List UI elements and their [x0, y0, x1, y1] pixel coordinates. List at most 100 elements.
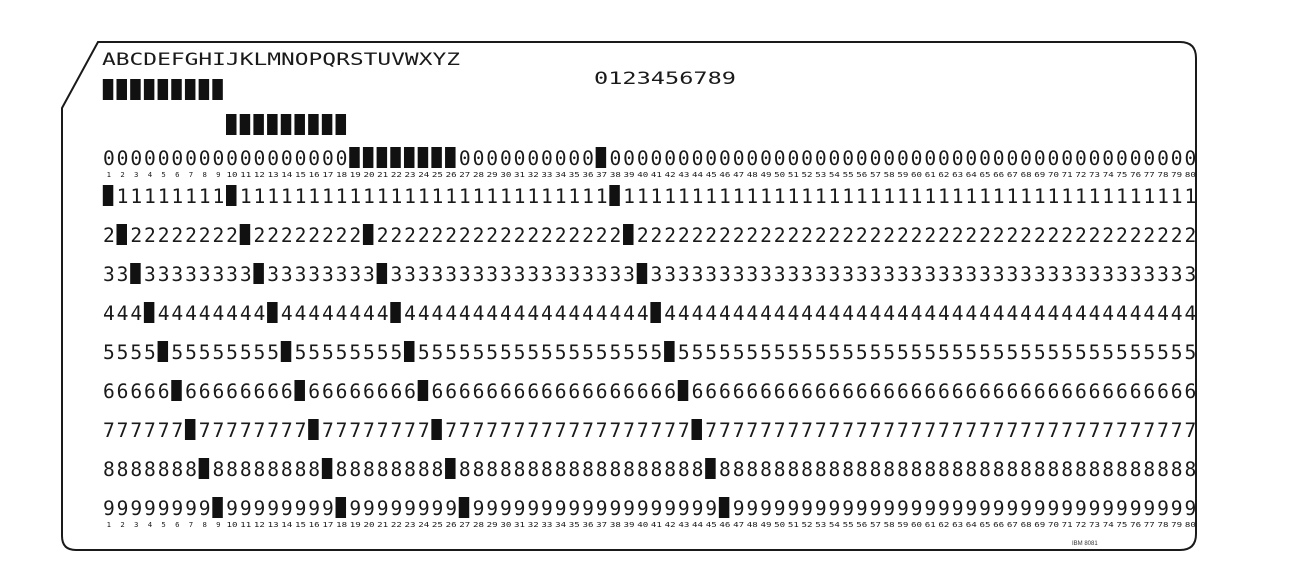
column-number: 37 [596, 170, 607, 179]
digit-0: 0 [486, 147, 498, 170]
digit-0: 0 [1157, 147, 1169, 170]
digit-5: 5 [432, 341, 444, 364]
digit-3: 3 [500, 263, 512, 286]
digit-6: 6 [130, 380, 142, 403]
digit-8: 8 [568, 458, 580, 481]
digit-9: 9 [185, 497, 197, 520]
digit-5: 5 [705, 341, 717, 364]
digit-0: 0 [1075, 147, 1087, 170]
digit-4: 4 [787, 302, 799, 325]
digit-8: 8 [336, 458, 348, 481]
digit-5: 5 [842, 341, 854, 364]
digit-9: 9 [322, 497, 334, 520]
digit-5: 5 [692, 341, 704, 364]
digit-7: 7 [144, 419, 156, 442]
punch-hole [130, 79, 141, 100]
digit-5: 5 [746, 341, 758, 364]
digit-1: 1 [171, 185, 183, 208]
digit-6: 6 [308, 380, 320, 403]
column-number: 73 [1089, 170, 1100, 179]
column-number: 55 [843, 170, 854, 179]
digit-4: 4 [609, 302, 621, 325]
digit-5: 5 [965, 341, 977, 364]
digit-6: 6 [267, 380, 279, 403]
digit-2: 2 [130, 224, 142, 247]
punch-hole [280, 341, 292, 362]
digit-0: 0 [1034, 147, 1046, 170]
digit-5: 5 [130, 341, 142, 364]
digit-6: 6 [527, 380, 539, 403]
digit-6: 6 [281, 380, 293, 403]
digit-6: 6 [1157, 380, 1169, 403]
digit-1: 1 [322, 185, 334, 208]
digit-1: 1 [144, 185, 156, 208]
digit-3: 3 [432, 263, 444, 286]
digit-4: 4 [158, 302, 170, 325]
digit-9: 9 [938, 497, 950, 520]
punch-hole [431, 147, 442, 168]
digit-8: 8 [514, 458, 526, 481]
digit-0: 0 [336, 147, 348, 170]
digit-4: 4 [486, 302, 498, 325]
digit-6: 6 [993, 380, 1005, 403]
punch-hole [431, 419, 442, 440]
column-number: 74 [1103, 520, 1115, 529]
digit-0: 0 [322, 147, 334, 170]
digit-2: 2 [787, 224, 799, 247]
digit-3: 3 [719, 263, 731, 286]
column-number: 44 [692, 520, 704, 529]
digit-6: 6 [664, 380, 676, 403]
column-number: 22 [391, 170, 402, 179]
digit-8: 8 [1116, 458, 1128, 481]
digit-1: 1 [500, 185, 512, 208]
column-number: 20 [363, 170, 374, 179]
digit-0: 0 [295, 147, 307, 170]
digit-2: 2 [199, 224, 211, 247]
digit-7: 7 [1143, 419, 1155, 442]
digit-8: 8 [1102, 458, 1114, 481]
digit-5: 5 [1020, 341, 1032, 364]
digit-3: 3 [733, 263, 745, 286]
digit-1: 1 [733, 185, 745, 208]
digit-1: 1 [363, 185, 375, 208]
digit-2: 2 [609, 224, 621, 247]
column-number: 48 [747, 520, 758, 529]
digit-2: 2 [979, 224, 991, 247]
digit-8: 8 [993, 458, 1005, 481]
digit-4: 4 [514, 302, 526, 325]
digit-7: 7 [651, 419, 663, 442]
column-number: 29 [487, 520, 498, 529]
digit-4: 4 [254, 302, 266, 325]
digit-6: 6 [349, 380, 361, 403]
digit-3: 3 [993, 263, 1005, 286]
digit-2: 2 [815, 224, 827, 247]
digit-9: 9 [117, 497, 129, 520]
punch-hole [650, 302, 661, 323]
digit-1: 1 [212, 185, 224, 208]
digit-6: 6 [1171, 380, 1183, 403]
column-number: 3 [134, 170, 138, 179]
digit-9: 9 [582, 497, 594, 520]
digit-3: 3 [870, 263, 882, 286]
punch-hole [294, 380, 305, 401]
digit-6: 6 [336, 380, 348, 403]
column-number: 40 [637, 170, 648, 179]
digit-3: 3 [829, 263, 841, 286]
digit-3: 3 [336, 263, 348, 286]
digit-2: 2 [993, 224, 1005, 247]
digit-5: 5 [1034, 341, 1046, 364]
digit-0: 0 [651, 147, 663, 170]
column-number: 25 [432, 170, 443, 179]
column-number: 47 [733, 520, 744, 529]
digit-2: 2 [746, 224, 758, 247]
digit-1: 1 [965, 185, 977, 208]
digit-3: 3 [1006, 263, 1018, 286]
digit-4: 4 [719, 302, 731, 325]
digit-3: 3 [267, 263, 279, 286]
digit-2: 2 [1061, 224, 1073, 247]
digit-1: 1 [842, 185, 854, 208]
digit-9: 9 [308, 497, 320, 520]
digit-0: 0 [185, 147, 197, 170]
digit-0: 0 [212, 147, 224, 170]
